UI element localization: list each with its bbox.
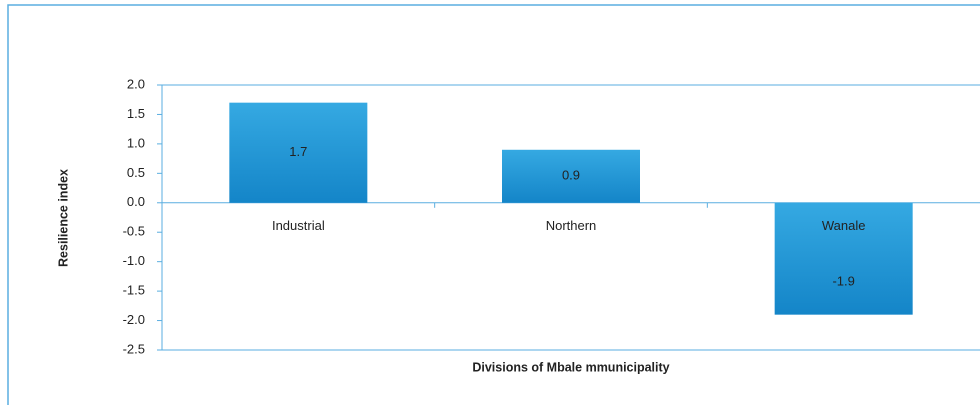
y-tick-label: -0.5 xyxy=(123,224,145,239)
y-tick-label: -1.0 xyxy=(123,253,145,268)
data-label: -1.9 xyxy=(832,273,854,288)
y-tick-label: -1.5 xyxy=(123,283,145,298)
data-label: 0.9 xyxy=(562,168,580,183)
plot-frame xyxy=(161,84,980,351)
bar xyxy=(774,202,913,315)
y-tick-label: 2.0 xyxy=(127,76,145,91)
data-label: 1.7 xyxy=(289,144,307,159)
y-tick-label: -2.5 xyxy=(123,341,145,356)
y-tick-label: 1.5 xyxy=(127,106,145,121)
y-axis-title: Resilience index xyxy=(56,169,70,267)
y-tick-label: -2.0 xyxy=(123,312,145,327)
x-tick-label: Northern xyxy=(546,218,597,233)
x-axis-title: Divisions of Mbale mmunicipality xyxy=(472,360,669,374)
x-tick-label: Industrial xyxy=(272,218,325,233)
x-tick-label: Wanale xyxy=(822,218,866,233)
y-tick-label: 0.5 xyxy=(127,165,145,180)
y-tick-label: 0.0 xyxy=(127,194,145,209)
y-tick-label: 1.0 xyxy=(127,135,145,150)
chart-frame xyxy=(7,4,980,405)
bar xyxy=(502,149,640,203)
bar xyxy=(229,102,368,203)
